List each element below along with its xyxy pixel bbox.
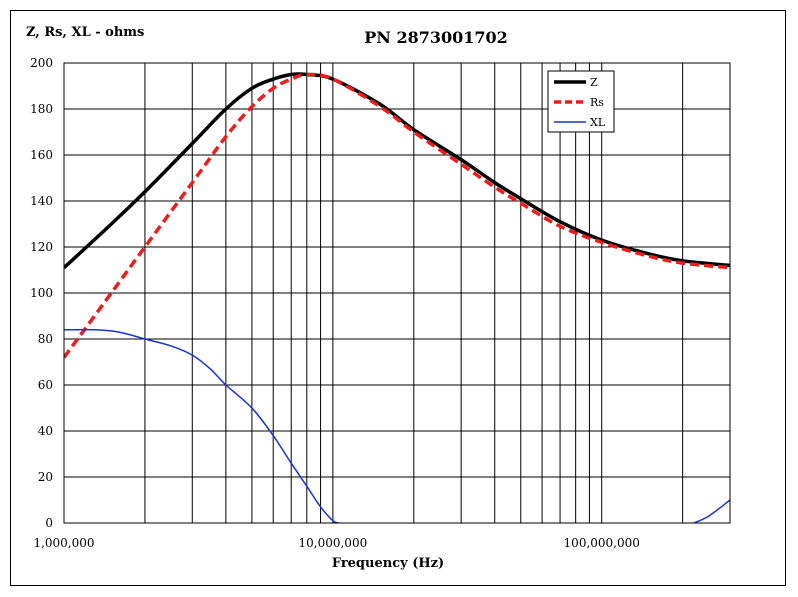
y-tick-label: 120 xyxy=(30,240,53,254)
series-z-line xyxy=(64,72,730,269)
legend-xl-label: XL xyxy=(590,116,606,129)
x-tick-labels: 1,000,000 10,000,000 100,000,000 xyxy=(33,536,639,550)
x-tick-label: 100,000,000 xyxy=(564,536,640,550)
y-tick-label: 80 xyxy=(38,332,53,346)
y-tick-label: 140 xyxy=(30,194,53,208)
plot-border xyxy=(63,62,731,524)
series-group xyxy=(64,72,730,523)
y-tick-label: 60 xyxy=(38,378,53,392)
y-tick-labels: 0 20 40 60 80 100 120 140 160 180 200 xyxy=(30,56,53,530)
y-tick-label: 40 xyxy=(38,424,53,438)
x-tick-label: 10,000,000 xyxy=(299,536,368,550)
legend-z-label: Z xyxy=(590,76,598,89)
y-axis-label: Z, Rs, XL - ohms xyxy=(26,25,144,40)
series-xl-line xyxy=(64,328,339,523)
y-tick-label: 0 xyxy=(45,516,53,530)
grid xyxy=(64,62,730,524)
y-tick-label: 100 xyxy=(30,286,53,300)
series-xl-line xyxy=(693,499,730,523)
y-tick-label: 160 xyxy=(30,148,53,162)
x-axis-label: Frequency (Hz) xyxy=(332,556,444,571)
legend: Z Rs XL xyxy=(547,70,615,133)
x-tick-label: 1,000,000 xyxy=(33,536,94,550)
y-tick-label: 20 xyxy=(38,470,53,484)
y-tick-label: 180 xyxy=(30,102,53,116)
legend-rs-label: Rs xyxy=(590,96,604,109)
series-rs-line xyxy=(64,72,730,359)
chart-frame xyxy=(10,10,786,586)
y-tick-label: 200 xyxy=(30,56,53,70)
chart-title: PN 2873001702 xyxy=(364,28,508,47)
